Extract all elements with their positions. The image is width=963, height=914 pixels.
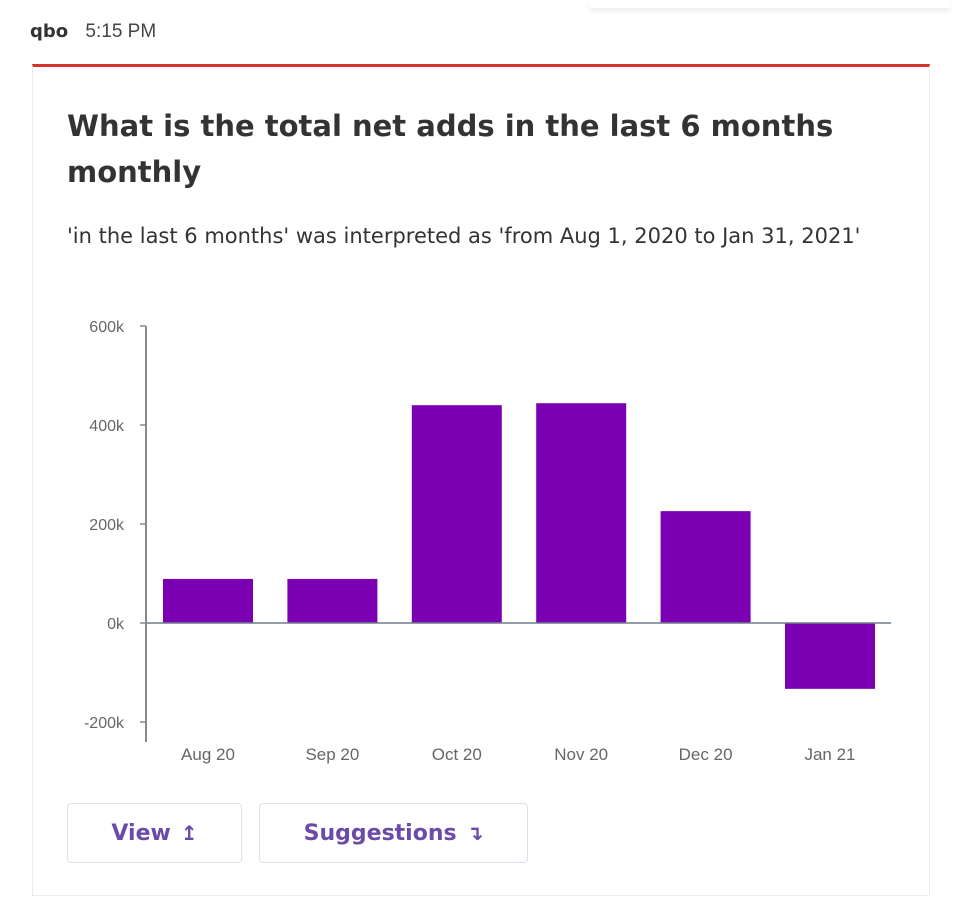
view-button[interactable]: View ↥ [67,803,242,863]
y-tick-label: 600k [89,319,125,336]
sender-name: qbo [30,21,69,42]
x-tick-label: Aug 20 [181,745,235,764]
bar-aug-20 [163,578,253,623]
y-tick-label: 400k [89,418,125,435]
answer-card: What is the total net adds in the last 6… [32,64,930,896]
question-title: What is the total net adds in the last 6… [67,109,834,189]
y-tick-label: 0k [107,616,125,633]
message-header: qbo 5:15 PM [30,21,156,43]
x-tick-label: Oct 20 [432,745,482,764]
x-tick-label: Jan 21 [804,745,855,764]
x-tick-label: Sep 20 [305,745,359,764]
bar-sep-20 [287,578,378,623]
suggestions-button[interactable]: Suggestions ↴ [259,803,528,863]
interpretation-text: 'in the last 6 months' was interpreted a… [67,224,861,248]
bar-dec-20 [660,511,751,623]
y-tick-label: 200k [89,517,125,534]
arrow-down-turn-icon: ↴ [466,821,484,845]
bar-oct-20 [411,405,502,623]
y-tick-label: -200k [84,715,125,732]
x-tick-label: Nov 20 [554,745,608,764]
suggestions-label: Suggestions [303,820,457,846]
x-tick-label: Dec 20 [679,745,733,764]
bar-nov-20 [536,403,627,623]
timestamp: 5:15 PM [85,21,157,42]
popup-edge [590,0,950,8]
arrow-up-bar-icon: ↥ [180,821,198,845]
bar-jan-21 [785,623,875,689]
view-label: View [111,820,171,846]
